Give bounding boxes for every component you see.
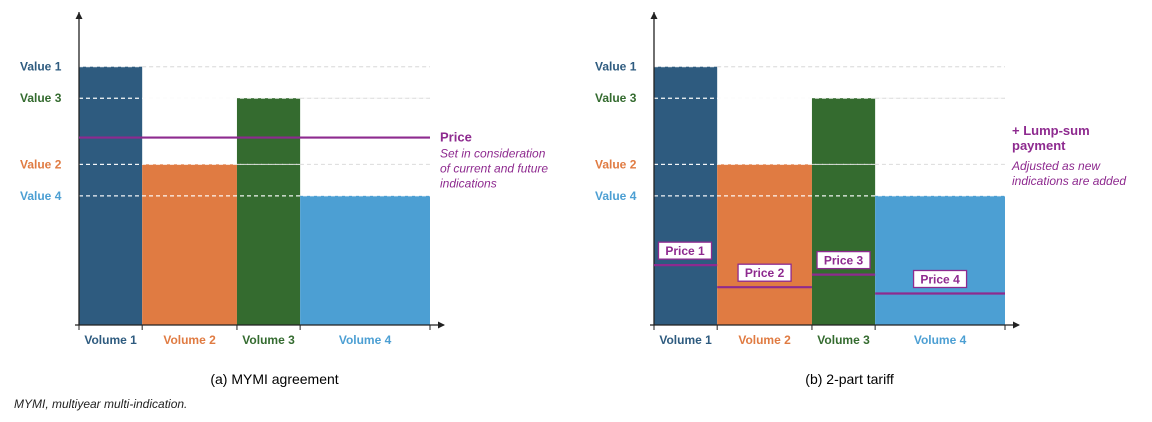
price-note-line: of current and future xyxy=(440,162,548,176)
price-label-1: Price 1 xyxy=(665,244,705,258)
price-label-box xyxy=(912,269,968,289)
price-label-box xyxy=(816,250,871,270)
price-title: Price xyxy=(440,130,472,145)
bar-volume-2 xyxy=(142,164,237,325)
x-axis-arrow-icon xyxy=(1013,321,1020,329)
price-note-line: Set in consideration xyxy=(440,147,546,161)
lump-sum-title-line: payment xyxy=(1012,138,1066,153)
volume-label-2: Volume 2 xyxy=(163,333,216,347)
value-label-4: Value 4 xyxy=(20,189,62,203)
price-label-box xyxy=(657,241,713,260)
bar-volume-3 xyxy=(811,98,876,325)
value-label-2: Value 2 xyxy=(595,157,637,171)
value-label-3: Value 3 xyxy=(595,91,637,105)
bar-volume-3 xyxy=(236,98,301,325)
value-label-1: Value 1 xyxy=(595,60,637,74)
x-axis-arrow-icon xyxy=(438,321,445,329)
price-label-3: Price 3 xyxy=(824,254,864,268)
panel-caption: (a) MYMI agreement xyxy=(210,371,338,387)
y-axis-arrow-icon xyxy=(75,12,83,19)
volume-label-4: Volume 4 xyxy=(339,333,392,347)
bar-volume-4 xyxy=(300,195,430,325)
volume-label-1: Volume 1 xyxy=(84,333,137,347)
y-axis-arrow-icon xyxy=(650,12,658,19)
bar-volume-2 xyxy=(717,164,812,325)
panel-mymi-agreement: Value 1 Value 2 Value 3 Value 4 Volume 1 Volu… xyxy=(20,12,548,387)
lump-sum-title-line: + Lump-sum xyxy=(1012,123,1090,138)
volume-label-4: Volume 4 xyxy=(914,333,967,347)
footnote: MYMI, multiyear multi-indication. xyxy=(14,397,187,411)
value-label-3: Value 3 xyxy=(20,91,62,105)
volume-label-2: Volume 2 xyxy=(738,333,791,347)
volume-label-3: Volume 3 xyxy=(242,333,295,347)
volume-label-1: Volume 1 xyxy=(659,333,712,347)
bar-volume-4 xyxy=(875,195,1005,325)
lump-sum-note-line: indications are added xyxy=(1012,174,1126,188)
panel-caption: (b) 2-part tariff xyxy=(805,371,894,387)
value-label-4: Value 4 xyxy=(595,189,637,203)
price-note-line: indications xyxy=(440,177,497,191)
price-label-4: Price 4 xyxy=(920,273,960,287)
volume-label-3: Volume 3 xyxy=(817,333,870,347)
lump-sum-note-line: Adjusted as new xyxy=(1011,159,1101,173)
panel-two-part-tariff: Value 1 Value 2 Value 3 Value 4 Volume 1 Volu… xyxy=(595,12,1126,387)
price-label-2: Price 2 xyxy=(745,266,785,280)
value-label-2: Value 2 xyxy=(20,157,62,171)
price-label-box xyxy=(737,263,792,282)
value-label-1: Value 1 xyxy=(20,60,62,74)
